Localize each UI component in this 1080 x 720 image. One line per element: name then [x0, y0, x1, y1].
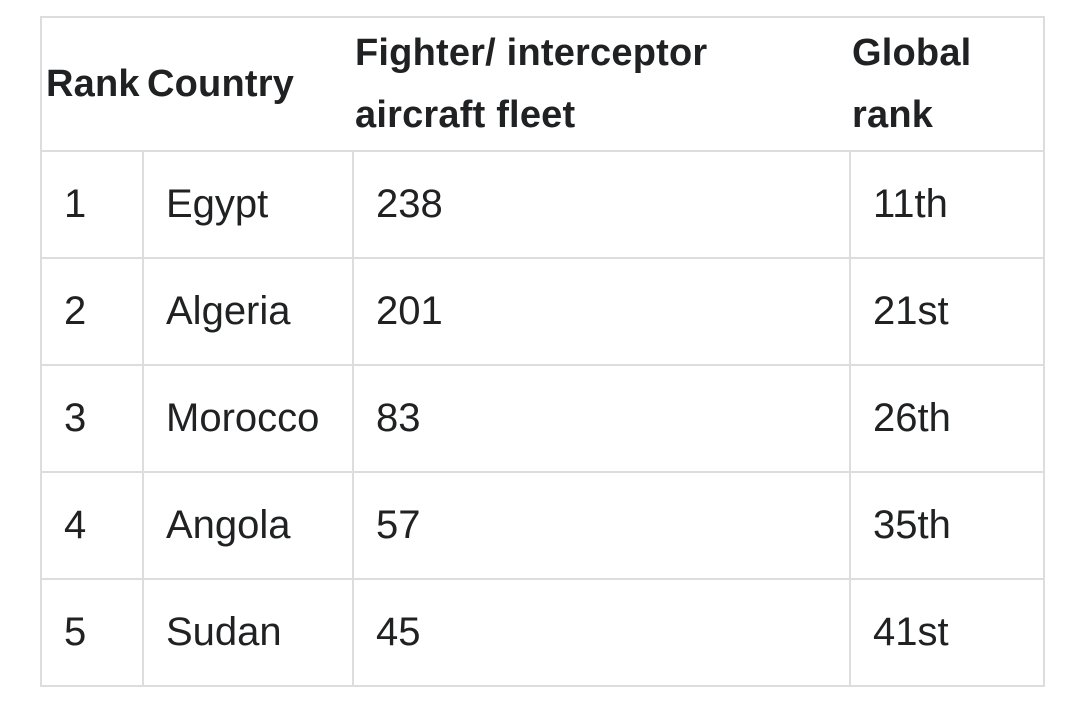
fleet-cell: 238 [352, 150, 851, 259]
header-country: Country [143, 16, 353, 152]
rank-cell: 5 [40, 578, 144, 687]
cropped-heading-fragment [158, 0, 194, 2]
country-cell: Algeria [142, 257, 354, 366]
global-rank-cell: 35th [849, 471, 1045, 580]
header-global-line2: rank [852, 94, 934, 136]
rank-cell: 3 [40, 364, 144, 473]
fighter-fleet-table: Rank Country Fighter/ interceptor aircraf… [40, 16, 1045, 687]
table-row: 3 Morocco 83 26th [40, 364, 1045, 473]
table-row: 2 Algeria 201 21st [40, 257, 1045, 366]
header-rank: Rank [40, 16, 143, 152]
country-cell: Sudan [142, 578, 354, 687]
fleet-cell: 45 [352, 578, 851, 687]
fleet-cell: 83 [352, 364, 851, 473]
rank-cell: 1 [40, 150, 144, 259]
table-row: 1 Egypt 238 11th [40, 150, 1045, 259]
global-rank-cell: 21st [849, 257, 1045, 366]
global-rank-cell: 11th [849, 150, 1045, 259]
country-cell: Angola [142, 471, 354, 580]
fleet-cell: 57 [352, 471, 851, 580]
table-row: 5 Sudan 45 41st [40, 578, 1045, 687]
rank-cell: 2 [40, 257, 144, 366]
header-global-rank: Global rank [850, 16, 1045, 152]
rank-cell: 4 [40, 471, 144, 580]
global-rank-cell: 26th [849, 364, 1045, 473]
header-global-line1: Global [852, 32, 972, 74]
table-header-row: Rank Country Fighter/ interceptor aircraf… [40, 16, 1045, 152]
fleet-cell: 201 [352, 257, 851, 366]
table-row: 4 Angola 57 35th [40, 471, 1045, 580]
header-fleet-line2: aircraft fleet [355, 94, 576, 136]
header-fleet-line1: Fighter/ interceptor [355, 32, 708, 74]
header-fleet: Fighter/ interceptor aircraft fleet [353, 16, 850, 152]
country-cell: Egypt [142, 150, 354, 259]
country-cell: Morocco [142, 364, 354, 473]
global-rank-cell: 41st [849, 578, 1045, 687]
